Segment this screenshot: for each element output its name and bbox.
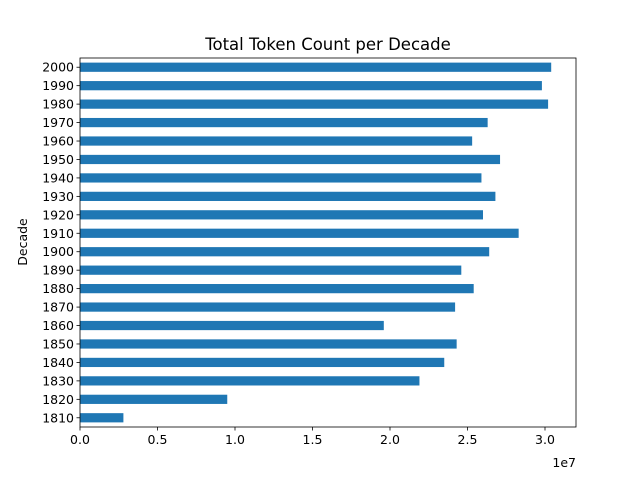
bar-1940 [80, 173, 482, 183]
bar-1970 [80, 117, 488, 128]
y-tick-label-1980: 1980 [42, 97, 74, 112]
y-tick-label-1830: 1830 [42, 373, 74, 388]
bar-1890 [80, 265, 462, 275]
bar-1860 [80, 320, 384, 331]
bar-1880 [80, 284, 474, 294]
bar-1810 [80, 413, 124, 423]
y-tick-label-1840: 1840 [42, 355, 74, 370]
x-tick-label-0: 0.0 [70, 432, 90, 447]
chart-title: Total Token Count per Decade [204, 35, 451, 54]
x-tick-label-5: 2.5 [458, 432, 478, 447]
x-tick-label-2: 1.0 [225, 432, 245, 447]
y-tick-label-1820: 1820 [42, 392, 74, 407]
y-tick-label-1990: 1990 [42, 78, 74, 93]
bar-1920 [80, 210, 483, 220]
y-tick-label-1970: 1970 [42, 115, 74, 130]
y-tick-label-1870: 1870 [42, 300, 74, 315]
y-tick-label-1920: 1920 [42, 207, 74, 222]
y-tick-label-1900: 1900 [42, 244, 74, 259]
y-tick-label-2000: 2000 [42, 60, 74, 75]
y-tick-label-1880: 1880 [42, 281, 74, 296]
x-tick-label-1: 0.5 [148, 432, 168, 447]
bar-1870 [80, 302, 456, 312]
y-tick-label-1930: 1930 [42, 189, 74, 204]
y-tick-label-1950: 1950 [42, 152, 74, 167]
bar-1910 [80, 228, 519, 238]
bars-layer [80, 62, 552, 423]
bar-1900 [80, 247, 490, 257]
x-tick-label-6: 3.0 [535, 432, 555, 447]
bar-1840 [80, 357, 445, 368]
bar-1980 [80, 99, 549, 109]
axes-layer: 1810 1820 1830 1840 1850 1860 1870 1880 1890 1900… [42, 57, 577, 447]
y-tick-label-1850: 1850 [42, 336, 74, 351]
y-tick-label-1960: 1960 [42, 134, 74, 149]
bar-1850 [80, 339, 457, 349]
y-tick-label-1910: 1910 [42, 226, 74, 241]
bar-1960 [80, 136, 473, 146]
bar-2000 [80, 62, 552, 72]
bar-1820 [80, 394, 228, 404]
y-tick-label-1890: 1890 [42, 263, 74, 278]
y-tick-label-1940: 1940 [42, 170, 74, 185]
bar-1830 [80, 376, 420, 386]
x-axis-offset-label: 1e7 [552, 455, 576, 470]
x-tick-label-3: 1.5 [303, 432, 323, 447]
y-tick-label-1810: 1810 [42, 410, 74, 425]
x-tick-label-4: 2.0 [380, 432, 400, 447]
bar-1990 [80, 81, 542, 91]
plot-frame [79, 57, 577, 428]
y-tick-label-1860: 1860 [42, 318, 74, 333]
bar-1950 [80, 154, 501, 165]
y-axis-label: Decade [15, 218, 30, 266]
bar-1930 [80, 191, 496, 201]
